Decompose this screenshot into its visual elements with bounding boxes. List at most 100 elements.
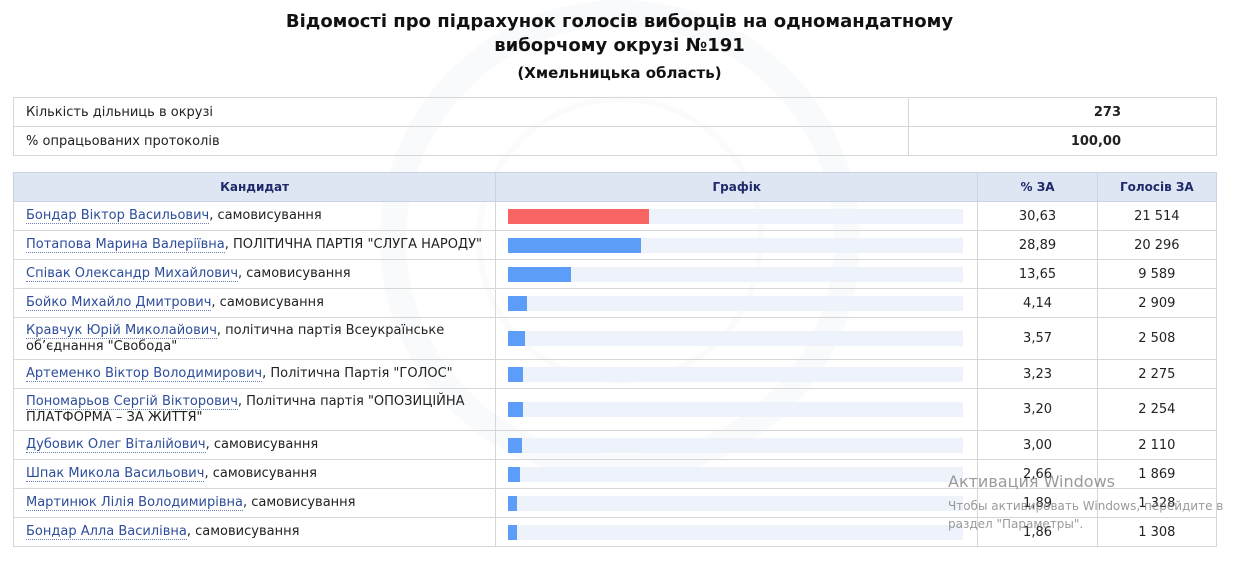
candidate-party: , самовисування xyxy=(205,437,319,452)
summary-label: % опрацьованих протоколів xyxy=(13,126,909,156)
candidate-party: , самовисування xyxy=(242,495,356,510)
graph-cell xyxy=(495,288,979,318)
column-header-votes[interactable]: Голосів ЗА xyxy=(1096,172,1218,202)
candidate-party: , самовисування xyxy=(211,295,324,310)
summary-value: 273 xyxy=(908,97,1217,127)
percent-cell: 3,00 xyxy=(977,430,1098,460)
vote-bar-track xyxy=(508,366,964,382)
candidate-row: Мартинюк Лілія Володимирівна, самовисува… xyxy=(12,488,1218,518)
percent-cell: 2,66 xyxy=(977,459,1098,489)
candidate-party: , самовисування xyxy=(204,466,317,481)
vote-bar xyxy=(508,366,524,382)
graph-cell xyxy=(495,317,979,360)
candidate-name-link[interactable]: Артеменко Віктор Володимирович xyxy=(26,366,263,382)
candidate-cell: Бойко Михайло Дмитрович, самовисування xyxy=(12,288,497,318)
vote-bar-track xyxy=(508,524,964,540)
vote-bar xyxy=(508,437,522,453)
candidate-cell: Бондар Віктор Васильович, самовисування xyxy=(12,201,497,231)
vote-bar-track xyxy=(508,437,964,453)
summary-value: 100,00 xyxy=(908,126,1217,156)
candidate-party: , Політична партія "ОПОЗИЦІЙНА ПЛАТФОРМА… xyxy=(26,393,465,425)
graph-cell xyxy=(495,201,979,231)
candidate-row: Бойко Михайло Дмитрович, самовисування 4,… xyxy=(12,288,1218,318)
column-header-percent[interactable]: % ЗА xyxy=(977,172,1098,202)
candidate-cell: Артеменко Віктор Володимирович, Політичн… xyxy=(12,359,497,389)
percent-cell: 13,65 xyxy=(977,259,1098,289)
candidate-party: , політична партія Всеукраїнське об’єдна… xyxy=(26,322,445,354)
graph-cell xyxy=(495,230,979,260)
vote-bar-track xyxy=(508,266,964,282)
vote-bar-track xyxy=(508,495,964,511)
vote-bar xyxy=(508,295,528,311)
candidate-cell: Співак Олександр Михайлович, самовисуван… xyxy=(12,259,497,289)
candidate-name-link[interactable]: Дубовик Олег Віталійович xyxy=(26,437,206,453)
vote-bar xyxy=(508,402,523,417)
votes-cell: 1 328 xyxy=(1096,488,1218,518)
graph-cell xyxy=(495,359,979,389)
candidate-row: Дубовик Олег Віталійович, самовисування 3… xyxy=(12,430,1218,460)
graph-cell xyxy=(495,459,979,489)
votes-cell: 2 909 xyxy=(1096,288,1218,318)
candidate-cell: Мартинюк Лілія Володимирівна, самовисува… xyxy=(12,488,497,518)
candidate-name-link[interactable]: Мартинюк Лілія Володимирівна xyxy=(26,495,243,511)
candidate-cell: Дубовик Олег Віталійович, самовисування xyxy=(12,430,497,460)
candidate-cell: Потапова Марина Валеріївна, ПОЛІТИЧНА ПА… xyxy=(12,230,497,260)
vote-bar-track xyxy=(508,208,964,224)
candidate-name-link[interactable]: Потапова Марина Валеріївна xyxy=(26,237,225,253)
page-title: Відомості про підрахунок голосів виборці… xyxy=(0,10,1239,58)
graph-cell xyxy=(495,488,979,518)
votes-cell: 2 275 xyxy=(1096,359,1218,389)
votes-cell: 21 514 xyxy=(1096,201,1218,231)
candidate-party: , ПОЛІТИЧНА ПАРТІЯ "СЛУГА НАРОДУ" xyxy=(224,237,482,252)
candidate-row: Артеменко Віктор Володимирович, Політичн… xyxy=(12,359,1218,389)
vote-bar-track xyxy=(508,466,964,482)
vote-bar xyxy=(508,524,517,540)
candidate-name-link[interactable]: Співак Олександр Михайлович xyxy=(26,266,239,282)
candidate-row: Потапова Марина Валеріївна, ПОЛІТИЧНА ПА… xyxy=(12,230,1218,260)
graph-cell xyxy=(495,388,979,431)
title-line-2: виборчому окрузі №191 xyxy=(494,35,745,56)
percent-cell: 28,89 xyxy=(977,230,1098,260)
candidate-row: Бондар Віктор Васильович, самовисування 3… xyxy=(12,201,1218,231)
candidate-name-link[interactable]: Бондар Віктор Васильович xyxy=(26,208,210,224)
candidate-cell: Пономарьов Сергій Вікторович, Політична … xyxy=(12,388,497,431)
candidate-name-link[interactable]: Шпак Микола Васильович xyxy=(26,466,205,482)
summary-row: Кількість дільниць в окрузі 273 xyxy=(13,97,1217,127)
candidate-row: Кравчук Юрій Миколайович, політична парт… xyxy=(12,317,1218,360)
votes-cell: 2 110 xyxy=(1096,430,1218,460)
votes-cell: 1 308 xyxy=(1096,517,1218,547)
votes-cell: 20 296 xyxy=(1096,230,1218,260)
summary-row: % опрацьованих протоколів 100,00 xyxy=(13,126,1217,156)
candidate-name-link[interactable]: Бойко Михайло Дмитрович xyxy=(26,295,212,311)
candidate-party: , Політична Партія "ГОЛОС" xyxy=(262,366,453,381)
candidate-name-link[interactable]: Пономарьов Сергій Вікторович xyxy=(26,393,238,410)
vote-bar xyxy=(508,495,517,511)
vote-bar xyxy=(508,237,642,253)
votes-cell: 1 869 xyxy=(1096,459,1218,489)
vote-bar-track xyxy=(508,402,964,417)
vote-bar-track xyxy=(508,295,964,311)
region-subtitle: (Хмельницька область) xyxy=(517,64,722,82)
candidate-row: Пономарьов Сергій Вікторович, Політична … xyxy=(12,388,1218,431)
summary-label: Кількість дільниць в окрузі xyxy=(13,97,909,127)
candidate-cell: Кравчук Юрій Миколайович, політична парт… xyxy=(12,317,497,360)
candidate-row: Шпак Микола Васильович, самовисування 2,6… xyxy=(12,459,1218,489)
candidate-name-link[interactable]: Бондар Алла Василівна xyxy=(26,524,187,540)
percent-cell: 1,86 xyxy=(977,517,1098,547)
candidate-name-link[interactable]: Кравчук Юрій Миколайович xyxy=(26,322,217,339)
candidate-party: , самовисування xyxy=(238,266,351,281)
column-header-candidate[interactable]: Кандидат xyxy=(12,172,497,202)
vote-bar-track xyxy=(508,237,964,253)
candidate-party: , самовисування xyxy=(209,208,322,223)
graph-cell xyxy=(495,259,979,289)
percent-cell: 4,14 xyxy=(977,288,1098,318)
vote-bar xyxy=(508,266,572,282)
graph-cell xyxy=(495,430,979,460)
vote-bar-track xyxy=(508,331,964,346)
percent-cell: 30,63 xyxy=(977,201,1098,231)
candidate-row: Співак Олександр Михайлович, самовисуван… xyxy=(12,259,1218,289)
vote-bar xyxy=(508,331,525,346)
column-header-graph: Графік xyxy=(495,172,979,202)
votes-cell: 2 254 xyxy=(1096,388,1218,431)
vote-bar xyxy=(508,208,650,224)
